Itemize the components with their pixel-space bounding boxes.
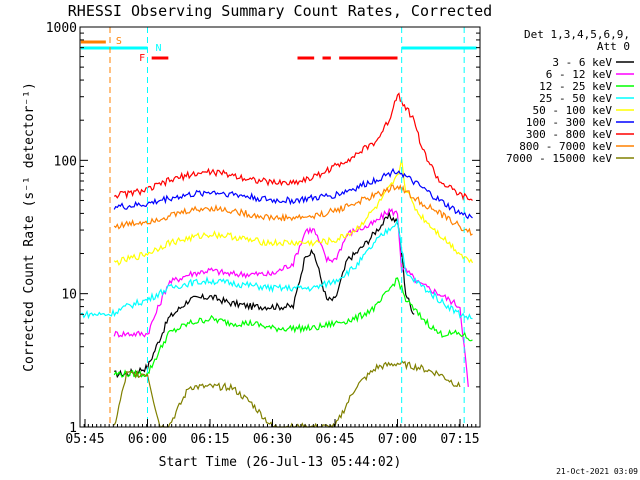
legend-header-2: Att 0: [597, 40, 630, 53]
series-line: [113, 360, 461, 429]
x-axis-label: Start Time (26-Jul-13 05:44:02): [159, 455, 402, 470]
x-tick-label: 06:00: [128, 432, 167, 447]
x-tick-label: 07:00: [378, 432, 417, 447]
legend-entry-label: 6 - 12 keV: [546, 68, 613, 81]
series-line: [113, 207, 469, 387]
x-tick-label: 06:30: [253, 432, 292, 447]
series-line: [113, 92, 473, 201]
saa-flag-label: S: [116, 36, 122, 47]
series-layer: [80, 92, 474, 429]
y-tick-label: 10: [61, 288, 77, 303]
legend-entry-label: 300 - 800 keV: [526, 128, 612, 141]
x-tick-label: 05:45: [65, 432, 104, 447]
legend-entry-label: 50 - 100 keV: [533, 104, 613, 117]
x-tick-label: 06:45: [315, 432, 354, 447]
series-line: [114, 210, 415, 379]
x-axis: 05:45 06:00 06:15 06:30 06:45 07:00 07:15: [65, 419, 481, 447]
series-line: [113, 277, 473, 378]
series-line: [113, 167, 473, 220]
legend-entry-label: 7000 - 15000 keV: [506, 152, 612, 165]
y-axis: 1 10 100 1000: [46, 21, 480, 436]
series-line: [113, 183, 473, 236]
legend-entry-label: 3 - 6 keV: [552, 56, 612, 69]
y-tick-label: 1000: [46, 21, 77, 36]
legend-entry-label: 100 - 300 keV: [526, 116, 612, 129]
y-tick-label: 100: [54, 154, 77, 169]
observing-flags: S NF: [80, 36, 477, 64]
legend-entry-label: 12 - 25 keV: [539, 80, 612, 93]
y-tick-label: 1: [69, 421, 77, 436]
y-axis-label: Corrected Count Rate (s⁻¹ detector⁻¹): [22, 82, 37, 372]
night-flag-label: N: [156, 43, 162, 54]
x-tick-label: 07:15: [440, 432, 479, 447]
legend-entry-label: 25 - 50 keV: [539, 92, 612, 105]
timestamp: 21-Oct-2021 03:09: [556, 467, 638, 476]
flare-flag-label: F: [139, 53, 145, 64]
chart-title: RHESSI Observing Summary Count Rates, Co…: [68, 2, 492, 20]
time-markers: [109, 27, 465, 427]
legend-entry-label: 800 - 7000 keV: [519, 140, 612, 153]
legend-header-1: Det 1,3,4,5,6,9,: [524, 28, 630, 41]
series-line: [113, 159, 474, 266]
x-tick-label: 06:15: [190, 432, 229, 447]
